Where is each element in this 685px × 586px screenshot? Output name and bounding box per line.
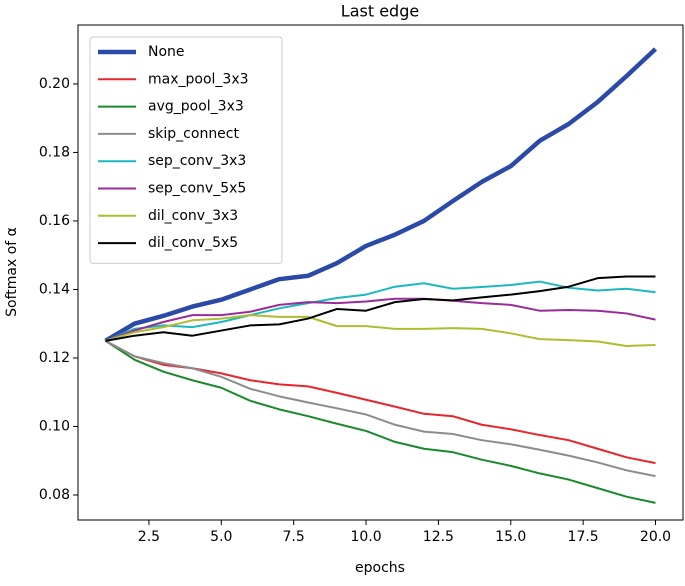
legend-label: max_pool_3x3: [148, 71, 249, 87]
legend-label: skip_connect: [148, 126, 239, 142]
y-tick-label: 0.12: [39, 350, 70, 366]
plot-frame: [77, 24, 684, 521]
x-tick-label: 12.5: [423, 529, 454, 545]
x-tick-label: 5.0: [210, 529, 232, 545]
legend-label: avg_pool_3x3: [148, 99, 244, 115]
y-tick-label: 0.08: [39, 487, 70, 503]
legend-box: [89, 36, 283, 264]
y-tick-label: 0.16: [39, 213, 70, 229]
y-tick-label: 0.10: [39, 418, 70, 434]
x-tick-label: 2.5: [138, 529, 160, 545]
legend-label: sep_conv_3x3: [148, 153, 246, 169]
x-tick-label: 20.0: [640, 529, 671, 545]
x-tick-label: 17.5: [568, 529, 599, 545]
x-tick-label: 15.0: [495, 529, 526, 545]
legend-label: dil_conv_5x5: [148, 235, 238, 251]
series-line: [105, 280, 656, 342]
x-axis-label: epochs: [355, 560, 405, 576]
y-tick-label: 0.14: [39, 281, 70, 297]
legend-label: None: [148, 44, 185, 60]
y-tick-label: 0.20: [39, 76, 70, 92]
series-line: [104, 47, 658, 343]
chart-title: Last edge: [341, 2, 419, 21]
x-tick-label: 7.5: [283, 529, 305, 545]
series-line: [105, 339, 656, 465]
x-tick-label: 10.0: [350, 529, 381, 545]
series-line: [105, 297, 656, 342]
series-line: [105, 314, 656, 347]
legend-label: sep_conv_5x5: [148, 181, 246, 197]
legend-label: dil_conv_3x3: [148, 208, 238, 224]
y-axis-label: Softmax of α: [4, 227, 20, 317]
y-tick-label: 0.18: [39, 144, 70, 160]
series-line: [105, 275, 656, 342]
series-line: [104, 340, 656, 504]
series-line: [105, 339, 656, 478]
